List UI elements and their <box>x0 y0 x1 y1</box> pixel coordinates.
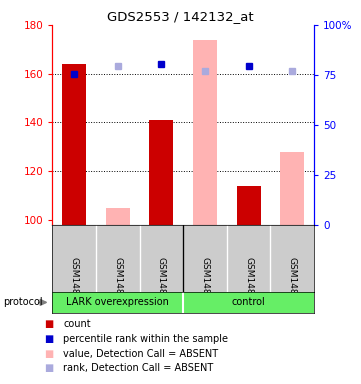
Text: GSM148035: GSM148035 <box>288 257 297 312</box>
Text: GDS2553 / 142132_at: GDS2553 / 142132_at <box>107 10 254 23</box>
Text: control: control <box>232 297 265 308</box>
Text: ■: ■ <box>44 334 53 344</box>
Bar <box>106 208 130 225</box>
Bar <box>62 64 86 225</box>
Text: LARK overexpression: LARK overexpression <box>66 297 169 308</box>
Bar <box>237 186 261 225</box>
Text: GSM148016: GSM148016 <box>70 257 79 312</box>
Bar <box>193 40 217 225</box>
Text: ■: ■ <box>44 319 53 329</box>
Text: ■: ■ <box>44 363 53 373</box>
Bar <box>149 120 173 225</box>
Text: value, Detection Call = ABSENT: value, Detection Call = ABSENT <box>63 349 218 359</box>
Text: GSM148028: GSM148028 <box>157 257 166 312</box>
Text: count: count <box>63 319 91 329</box>
Text: GSM148032: GSM148032 <box>244 257 253 312</box>
Bar <box>280 152 304 225</box>
Text: rank, Detection Call = ABSENT: rank, Detection Call = ABSENT <box>63 363 213 373</box>
Text: protocol: protocol <box>4 297 43 308</box>
Text: ■: ■ <box>44 349 53 359</box>
Text: GSM148031: GSM148031 <box>200 257 209 312</box>
Text: GSM148026: GSM148026 <box>113 257 122 312</box>
Text: percentile rank within the sample: percentile rank within the sample <box>63 334 228 344</box>
